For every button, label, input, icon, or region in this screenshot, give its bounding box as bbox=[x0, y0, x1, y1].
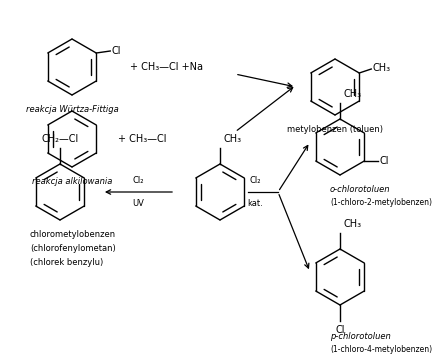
Text: UV: UV bbox=[132, 199, 144, 208]
Text: Cl: Cl bbox=[379, 156, 389, 166]
Text: metylobenzen (toluen): metylobenzen (toluen) bbox=[287, 125, 383, 134]
Text: p-chlorotoluen: p-chlorotoluen bbox=[330, 332, 391, 341]
Text: o-chlorotoluen: o-chlorotoluen bbox=[330, 185, 391, 194]
Text: Cl: Cl bbox=[111, 46, 121, 56]
Text: (chlorek benzylu): (chlorek benzylu) bbox=[30, 258, 103, 267]
Text: Cl: Cl bbox=[335, 325, 345, 335]
Text: Cl₂: Cl₂ bbox=[132, 176, 144, 185]
Text: + CH₃—Cl +Na: + CH₃—Cl +Na bbox=[130, 62, 203, 72]
Text: (1-chloro-2-metylobenzen): (1-chloro-2-metylobenzen) bbox=[330, 198, 432, 207]
Text: CH₂—Cl: CH₂—Cl bbox=[42, 134, 79, 144]
Text: kat.: kat. bbox=[247, 199, 263, 208]
Text: chlorometylobenzen: chlorometylobenzen bbox=[30, 230, 116, 239]
Text: CH₃: CH₃ bbox=[223, 134, 241, 144]
Text: CH₃: CH₃ bbox=[343, 89, 361, 99]
Text: Cl₂: Cl₂ bbox=[249, 176, 261, 185]
Text: + CH₃—Cl: + CH₃—Cl bbox=[118, 134, 166, 144]
Text: CH₃: CH₃ bbox=[372, 63, 390, 73]
Text: (1-chloro-4-metylobenzen): (1-chloro-4-metylobenzen) bbox=[330, 345, 432, 354]
Text: (chlorofenylometan): (chlorofenylometan) bbox=[30, 244, 116, 253]
Text: reakcja alkilowania: reakcja alkilowania bbox=[32, 177, 112, 186]
Text: reakcja Würtza-Fittiga: reakcja Würtza-Fittiga bbox=[26, 105, 118, 114]
Text: CH₃: CH₃ bbox=[343, 219, 361, 229]
